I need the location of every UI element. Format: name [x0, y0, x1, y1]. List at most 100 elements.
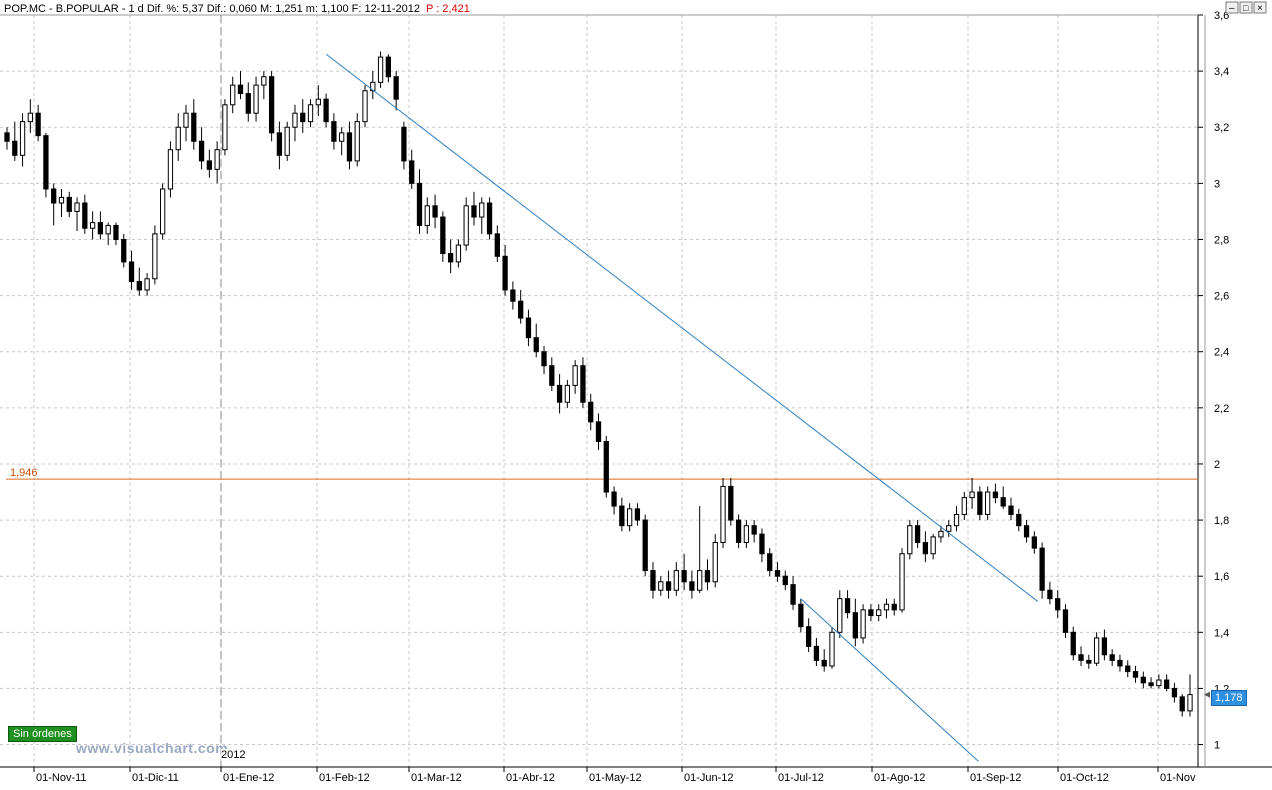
- candle-body: [502, 255, 508, 291]
- candle-body: [735, 519, 742, 544]
- y-tick-label: 2,8: [1214, 234, 1229, 246]
- minimize-icon: –: [1229, 3, 1235, 14]
- candle-body: [206, 160, 212, 170]
- candle-body: [97, 222, 104, 235]
- x-tick-label: 01-Nov: [1160, 772, 1196, 784]
- y-tick-label: 3,2: [1214, 122, 1229, 134]
- candle-body: [1086, 659, 1092, 664]
- x-tick-label: 01-Jul-12: [778, 772, 824, 784]
- candle-body: [152, 233, 158, 280]
- candle-body: [1023, 525, 1030, 538]
- year-label: 2012: [221, 749, 246, 761]
- header-text: POP.MC - B.POPULAR - 1 d Dif. %: 5,37 Di…: [4, 3, 420, 15]
- candle-body: [681, 570, 687, 583]
- candle-body: [938, 530, 944, 538]
- candle-body: [930, 536, 936, 555]
- candle-body: [922, 542, 929, 555]
- candle-body: [144, 278, 150, 291]
- candle-body: [829, 631, 835, 667]
- candle-body: [946, 525, 952, 532]
- x-tick-label: 01-Ago-12: [874, 772, 925, 784]
- candle-body: [572, 365, 578, 386]
- candle-body: [261, 76, 267, 86]
- candle-body: [486, 202, 493, 235]
- maximize-button[interactable]: [1239, 1, 1253, 14]
- candle-body: [907, 525, 913, 555]
- candle-body: [43, 135, 49, 190]
- sin-ordenes-badge[interactable]: Sin órdenes: [8, 726, 77, 742]
- candle-body: [237, 84, 244, 95]
- candle-body: [712, 542, 718, 583]
- candle-body: [191, 112, 197, 142]
- candle-body: [1140, 676, 1146, 684]
- candle-body: [35, 112, 41, 137]
- candle-body: [315, 98, 321, 106]
- candle-body: [1016, 513, 1022, 527]
- candle-body: [1101, 637, 1108, 656]
- watermark: www.visualchart.com: [76, 740, 229, 756]
- candle-body: [370, 81, 376, 92]
- candle-body: [751, 525, 757, 535]
- candle-body: [409, 160, 415, 184]
- x-tick-label: 01-Feb-12: [319, 772, 370, 784]
- candle-body: [74, 202, 80, 212]
- candle-body: [276, 132, 283, 156]
- window-controls[interactable]: – □ ×: [1225, 1, 1267, 14]
- close-button[interactable]: [1253, 1, 1267, 14]
- trendline-2[interactable]: [800, 598, 979, 762]
- candle-body: [728, 485, 734, 521]
- x-tick-label: 01-Dic-11: [132, 772, 179, 784]
- candle-body: [4, 132, 10, 142]
- candle-body: [525, 317, 532, 339]
- trendline-1[interactable]: [325, 53, 1039, 602]
- y-tick-label: 1,6: [1214, 571, 1229, 583]
- grid: [0, 14, 1198, 767]
- candle-body: [1132, 671, 1139, 678]
- candle-body: [416, 182, 423, 226]
- maximize-icon: □: [1243, 3, 1249, 13]
- candle-body: [619, 505, 625, 527]
- candle-body: [447, 253, 454, 263]
- candle-body: [455, 244, 462, 263]
- candle-body: [837, 598, 843, 633]
- y-tick-label: 1,4: [1214, 627, 1229, 639]
- candle-body: [883, 603, 890, 611]
- candle-body: [66, 196, 72, 212]
- y-tick-label: 2,6: [1214, 291, 1229, 303]
- candle-body: [642, 519, 648, 572]
- candle-body: [673, 570, 679, 591]
- candle-body: [533, 337, 539, 353]
- candle-body: [541, 351, 547, 367]
- candle-body: [891, 603, 897, 611]
- candle-body: [27, 112, 33, 123]
- candle-body: [704, 570, 711, 583]
- candle-body: [323, 98, 329, 123]
- candle-body: [634, 508, 641, 521]
- candle-body: [253, 84, 259, 114]
- candle-body: [479, 202, 485, 218]
- candle-body: [113, 224, 119, 240]
- candle-body: [440, 216, 446, 255]
- candle-body: [782, 575, 788, 586]
- candle-body: [1117, 659, 1123, 667]
- candle-body: [1164, 679, 1170, 689]
- candle-body: [331, 121, 337, 142]
- candle-body: [743, 525, 750, 544]
- trendlines[interactable]: [325, 53, 1039, 762]
- candle-body: [222, 104, 228, 151]
- y-tick-label: 3: [1214, 178, 1220, 190]
- candle-body: [1047, 589, 1053, 600]
- close-icon: ×: [1257, 3, 1263, 14]
- candle-body: [626, 508, 633, 527]
- y-tick-label: 3,6: [1214, 10, 1229, 22]
- candle-body: [1187, 694, 1193, 712]
- candle-body: [1125, 665, 1131, 673]
- candle-body: [1171, 687, 1178, 698]
- candle-body: [1055, 598, 1061, 611]
- y-tick-label: 1: [1214, 740, 1220, 752]
- minimize-button[interactable]: [1225, 1, 1239, 14]
- candle-body: [175, 126, 181, 151]
